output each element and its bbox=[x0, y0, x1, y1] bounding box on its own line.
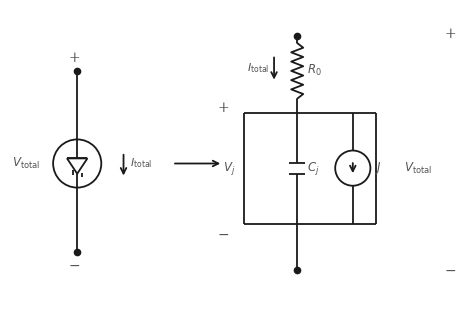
Text: +: + bbox=[217, 101, 229, 115]
Text: $I_{\mathrm{total}}$: $I_{\mathrm{total}}$ bbox=[247, 62, 269, 76]
Text: $C_j$: $C_j$ bbox=[308, 160, 320, 177]
Text: $R_0$: $R_0$ bbox=[308, 63, 322, 78]
Text: $-$: $-$ bbox=[68, 257, 80, 271]
Text: $J$: $J$ bbox=[374, 160, 382, 176]
Text: $V_{\mathrm{total}}$: $V_{\mathrm{total}}$ bbox=[404, 161, 432, 176]
Text: $I_{\mathrm{total}}$: $I_{\mathrm{total}}$ bbox=[130, 157, 153, 170]
Text: $-$: $-$ bbox=[217, 227, 229, 241]
Text: $-$: $-$ bbox=[444, 263, 456, 277]
Text: $V_{\mathrm{total}}$: $V_{\mathrm{total}}$ bbox=[12, 156, 40, 171]
Text: +: + bbox=[68, 51, 80, 65]
Text: $V_j$: $V_j$ bbox=[223, 160, 236, 177]
Text: +: + bbox=[444, 27, 456, 41]
